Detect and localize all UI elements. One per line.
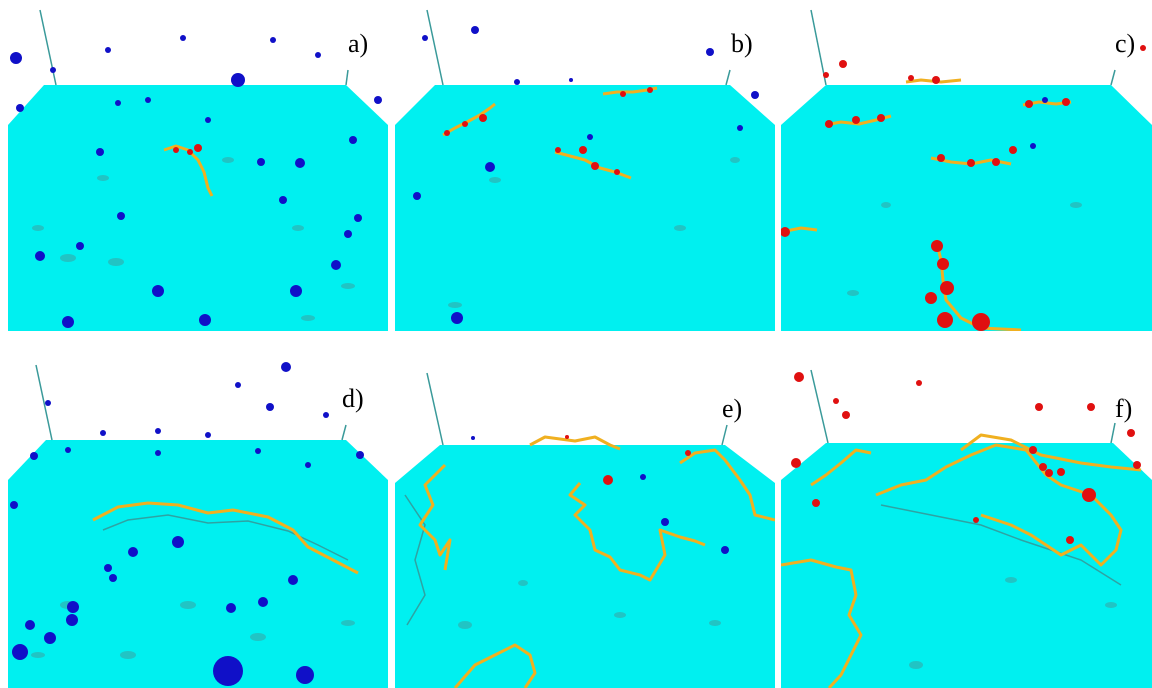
axis <box>40 10 56 85</box>
panel-label: c) <box>1115 29 1135 58</box>
axis <box>342 425 346 440</box>
panel-f: f) <box>781 370 1152 688</box>
axis <box>1111 423 1115 443</box>
panel-label: a) <box>348 29 368 58</box>
panel-a: a) <box>8 10 388 331</box>
axis <box>1111 70 1115 85</box>
floor <box>395 85 775 331</box>
floor <box>8 440 388 688</box>
panel-d: d) <box>8 362 388 688</box>
panel-label: f) <box>1115 394 1132 423</box>
axis <box>427 10 443 85</box>
floor <box>781 443 1152 688</box>
axis <box>722 425 727 445</box>
floor <box>395 445 775 688</box>
panel-c: c) <box>780 10 1152 331</box>
axis <box>346 70 348 85</box>
figure: a) b) <box>0 0 1152 688</box>
panel-label: b) <box>731 29 753 58</box>
panel-b: b) <box>395 10 775 331</box>
axis <box>726 70 730 85</box>
floor <box>8 85 388 331</box>
panel-e: e) <box>395 373 775 688</box>
panel-label: e) <box>722 394 742 423</box>
panel-label: d) <box>342 384 364 413</box>
axis <box>427 373 443 445</box>
axis <box>811 370 828 443</box>
